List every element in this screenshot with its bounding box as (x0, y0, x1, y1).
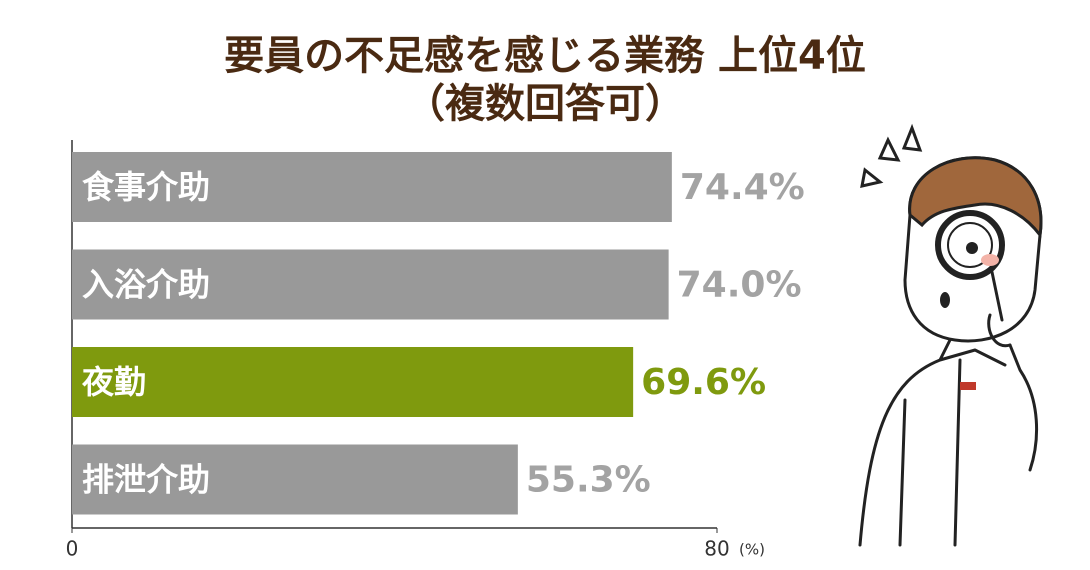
surprise-marks (860, 123, 923, 188)
x-axis-unit: (%) (739, 541, 765, 559)
handle (990, 270, 1004, 322)
category-label: 夜勤 (81, 363, 146, 401)
chart-title: 要員の不足感を感じる業務 上位4位 (224, 33, 866, 79)
x-tick-label: 0 (66, 537, 79, 561)
hand (987, 313, 1012, 348)
bar (72, 152, 672, 222)
category-label: 入浴介助 (82, 266, 210, 304)
lens-inner (947, 222, 993, 268)
bar (72, 444, 518, 515)
cheek (981, 254, 999, 266)
category-label: 排泄介助 (82, 461, 210, 499)
body (858, 338, 1038, 547)
mouth (940, 292, 950, 308)
bar (72, 249, 669, 320)
bar (72, 347, 634, 417)
illustration (858, 123, 1043, 547)
chart-subtitle: （複数回答可） (405, 81, 685, 127)
value-label: 74.0% (677, 265, 802, 306)
badge (960, 382, 976, 390)
value-label: 74.4% (680, 167, 805, 208)
hair (908, 156, 1043, 239)
value-label: 55.3% (526, 460, 651, 501)
eye (966, 242, 978, 254)
category-label: 食事介助 (82, 168, 210, 206)
value-label: 69.6% (641, 362, 766, 403)
x-tick-label: 80 (704, 537, 729, 561)
